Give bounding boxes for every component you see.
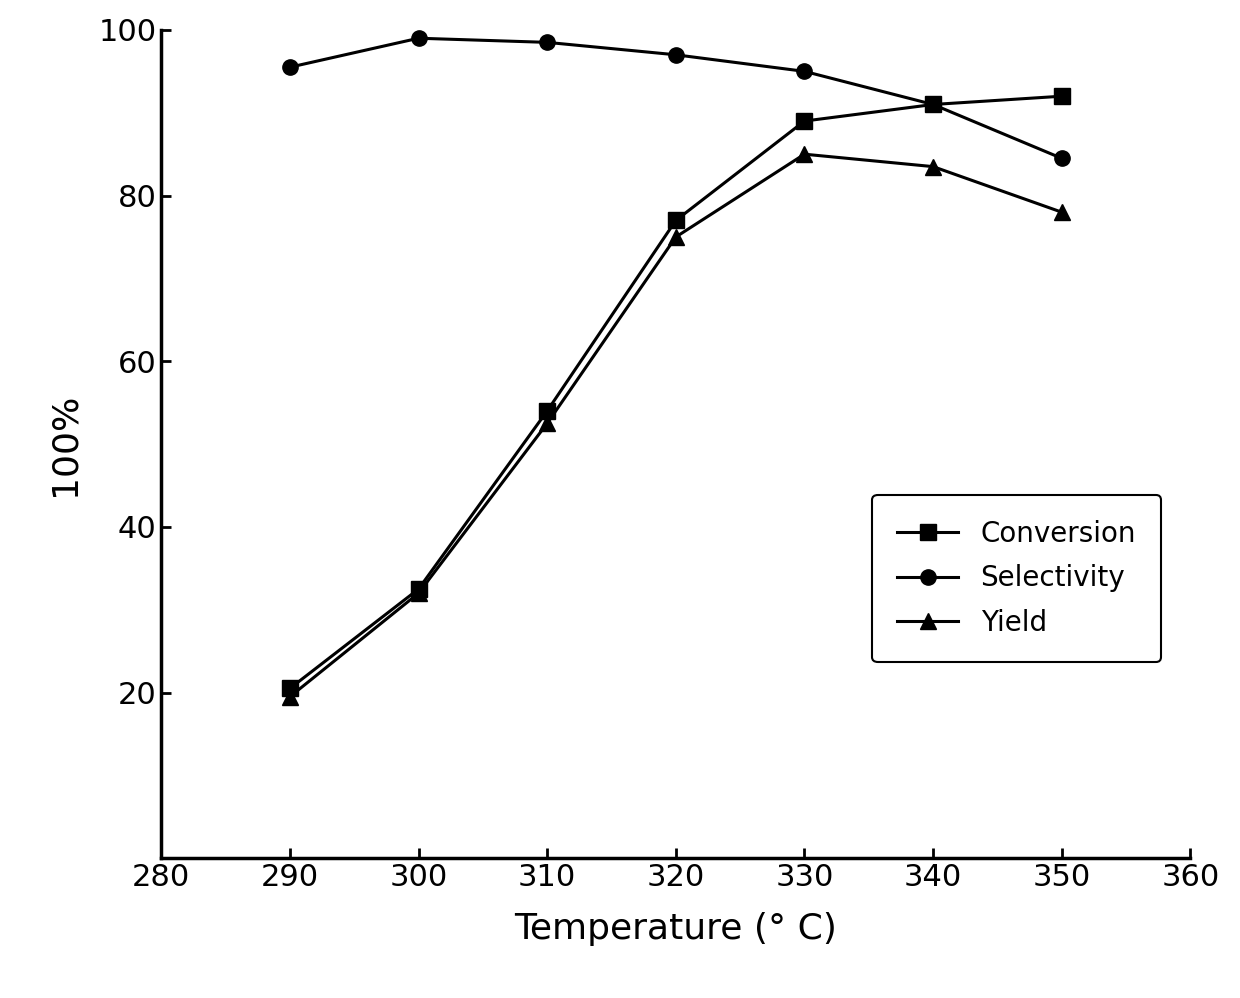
Line: Conversion: Conversion [283,89,1069,697]
Line: Yield: Yield [283,147,1069,705]
Conversion [668,215,683,227]
Conversion [412,583,427,595]
Selectivity [797,66,812,78]
Selectivity [412,32,427,44]
Selectivity [925,99,940,111]
Legend: Conversion, Selectivity, Yield: Conversion, Selectivity, Yield [872,495,1161,662]
X-axis label: Temperature (° C): Temperature (° C) [515,911,837,945]
Conversion [283,683,298,695]
Yield [668,232,683,244]
Selectivity [283,61,298,73]
Selectivity [539,36,554,48]
Selectivity [668,49,683,61]
Selectivity [1054,153,1069,165]
Conversion [539,405,554,417]
Yield [283,691,298,703]
Conversion [797,115,812,127]
Conversion [925,99,940,111]
Yield [412,587,427,599]
Yield [925,161,940,173]
Y-axis label: 100%: 100% [47,392,82,496]
Yield [797,149,812,161]
Line: Selectivity: Selectivity [283,31,1069,166]
Yield [1054,207,1069,219]
Yield [539,417,554,429]
Conversion [1054,90,1069,102]
